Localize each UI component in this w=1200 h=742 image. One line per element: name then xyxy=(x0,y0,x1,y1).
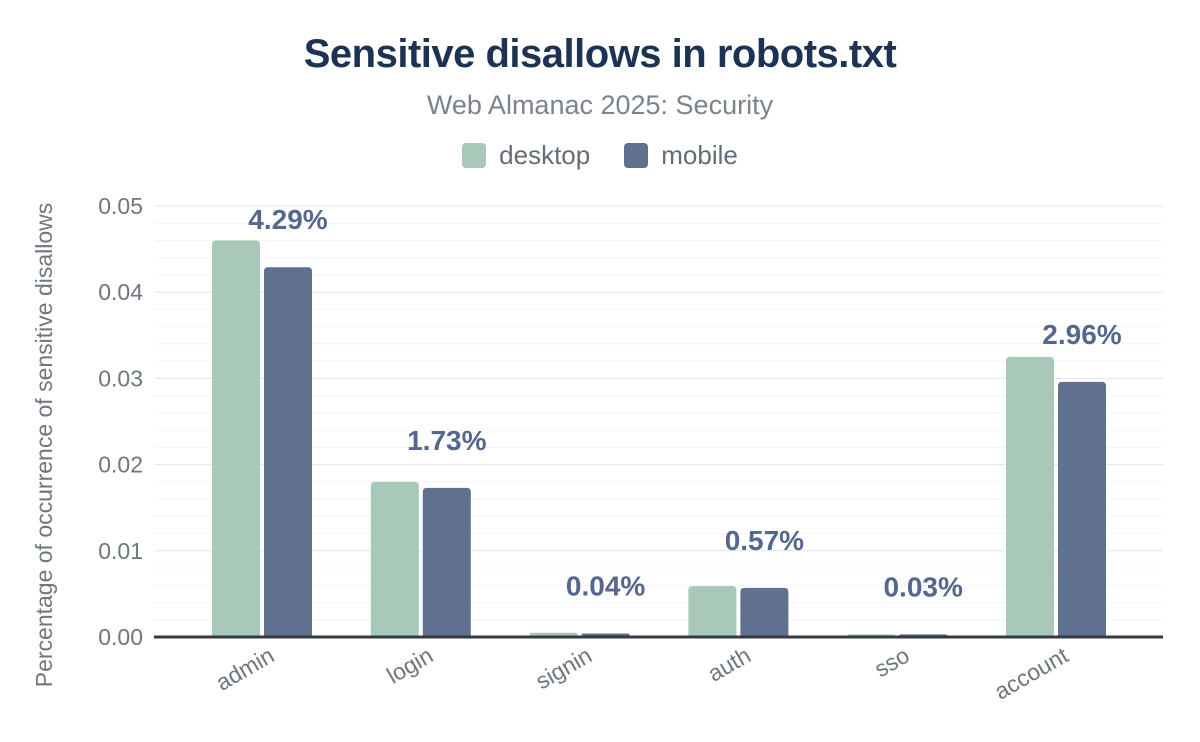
y-axis-title: Percentage of occurrence of sensitive di… xyxy=(31,203,57,688)
x-category-label-account: account xyxy=(990,642,1073,705)
data-label-auth: 0.57% xyxy=(725,525,804,556)
bar-chart-plot-area: 0.00 0.01 0.02 0.03 0.04 0.05 Percentage of oc… xyxy=(31,193,1163,705)
legend-label-desktop: desktop xyxy=(499,140,591,170)
y-tick-label-0.02: 0.02 xyxy=(98,452,143,478)
bar-mobile-auth xyxy=(740,587,789,637)
x-category-label-signin: signin xyxy=(531,642,596,695)
y-tick-label-0.03: 0.03 xyxy=(98,365,143,391)
legend-swatch-desktop xyxy=(462,143,487,168)
bar-mobile-admin xyxy=(264,267,312,637)
data-label-admin: 4.29% xyxy=(248,204,327,235)
data-label-signin: 0.04% xyxy=(566,571,645,602)
legend: desktop mobile xyxy=(0,140,1200,171)
x-category-label-login: login xyxy=(382,642,437,689)
legend-label-mobile: mobile xyxy=(661,140,738,170)
data-label-login: 1.73% xyxy=(407,425,486,456)
x-category-label-sso: sso xyxy=(870,642,914,682)
x-category-label-auth: auth xyxy=(703,642,755,687)
y-tick-label-0.05: 0.05 xyxy=(98,193,143,219)
data-label-sso: 0.03% xyxy=(883,571,962,602)
legend-swatch-mobile xyxy=(624,143,649,168)
bar-desktop-admin xyxy=(212,240,260,637)
bar-mobile-login xyxy=(422,487,471,637)
y-tick-label-0.01: 0.01 xyxy=(98,538,143,564)
chart-title: Sensitive disallows in robots.txt xyxy=(303,32,897,76)
legend-item-mobile: mobile xyxy=(624,140,738,171)
y-tick-label-0.00: 0.00 xyxy=(98,624,143,650)
bar-mobile-account xyxy=(1058,381,1106,637)
data-label-account: 2.96% xyxy=(1042,319,1121,350)
chart-subtitle: Web Almanac 2025: Security xyxy=(426,90,774,120)
bar-desktop-login xyxy=(370,481,419,637)
bar-desktop-account xyxy=(1006,356,1054,637)
x-category-label-admin: admin xyxy=(211,642,278,696)
bar-desktop-auth xyxy=(688,586,737,637)
legend-item-desktop: desktop xyxy=(462,140,590,171)
y-tick-label-0.04: 0.04 xyxy=(98,279,143,305)
